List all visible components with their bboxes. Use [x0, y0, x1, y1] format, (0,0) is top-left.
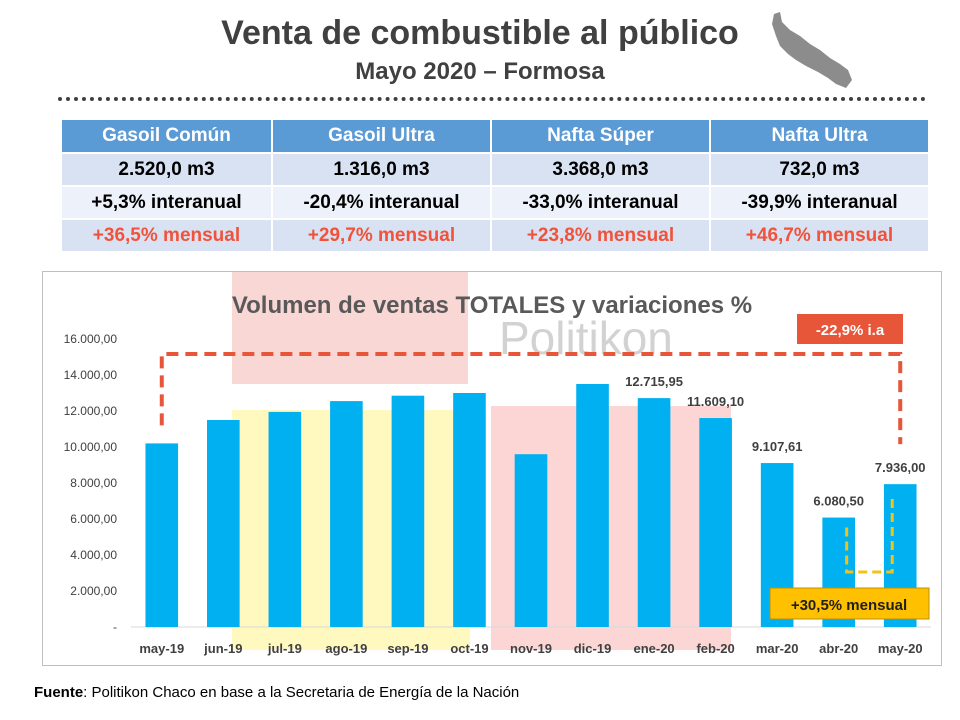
table-cell: 732,0 m3 — [710, 154, 928, 185]
source-note: Fuente: Politikon Chaco en base a la Sec… — [34, 684, 519, 701]
table-cell: 2.520,0 m3 — [62, 154, 271, 185]
mensual-bracket — [845, 494, 894, 574]
sales-chart: Politikon Volumen de ventas TOTALES y var… — [42, 271, 942, 666]
x-tick-label: nov-19 — [510, 641, 552, 656]
fuel-summary-table: Gasoil Común Gasoil Ultra Nafta Súper Na… — [60, 118, 930, 253]
watermark-text: Politikon — [499, 312, 673, 364]
y-tick-label: - — [113, 620, 117, 634]
source-label: Fuente — [34, 684, 84, 701]
bar-oct-19 — [453, 393, 486, 627]
y-tick-label: 12.000,00 — [64, 404, 118, 418]
x-tick-label: may-19 — [139, 641, 184, 656]
y-tick-label: 16.000,00 — [64, 332, 118, 346]
bar-dic-19 — [576, 384, 609, 627]
table-header-row: Gasoil Común Gasoil Ultra Nafta Súper Na… — [62, 120, 928, 152]
bar-ago-19 — [330, 401, 363, 627]
x-tick-label: jul-19 — [267, 641, 302, 656]
interanual-bracket — [159, 352, 903, 445]
formosa-map-icon — [772, 12, 852, 88]
header-gasoil-comun: Gasoil Común — [62, 120, 271, 152]
dotted-separator — [58, 97, 926, 101]
mensual-badge-text: +30,5% mensual — [791, 597, 907, 614]
header-nafta-super: Nafta Súper — [491, 120, 709, 152]
x-tick-label: ene-20 — [633, 641, 674, 656]
page-title: Venta de combustible al público — [221, 14, 739, 52]
x-tick-label: dic-19 — [574, 641, 612, 656]
highlight-band-top — [232, 272, 468, 384]
x-tick-label: jun-19 — [203, 641, 242, 656]
interanual-badge — [797, 314, 903, 344]
bar-jul-19 — [268, 411, 302, 627]
bar-feb-20 — [699, 418, 732, 627]
y-tick-label: 6.000,00 — [70, 512, 117, 526]
mensual-row: +36,5% mensual +29,7% mensual +23,8% men… — [62, 220, 928, 251]
table-cell: +5,3% interanual — [62, 187, 271, 218]
bar-may-19 — [145, 443, 179, 627]
x-tick-label: oct-19 — [450, 641, 488, 656]
bar-jun-19 — [207, 420, 240, 627]
x-tick-label: mar-20 — [756, 641, 799, 656]
table-cell: +46,7% mensual — [710, 220, 928, 251]
bar-sep-19 — [391, 395, 425, 627]
header-gasoil-ultra: Gasoil Ultra — [272, 120, 490, 152]
y-tick-label: 8.000,00 — [70, 476, 117, 490]
volume-row: 2.520,0 m3 1.316,0 m3 3.368,0 m3 732,0 m… — [62, 154, 928, 185]
table-cell: -20,4% interanual — [272, 187, 490, 218]
table-cell: +29,7% mensual — [272, 220, 490, 251]
table-cell: -39,9% interanual — [710, 187, 928, 218]
table-cell: 3.368,0 m3 — [491, 154, 709, 185]
data-label: 9.107,61 — [752, 439, 803, 454]
y-tick-label: 4.000,00 — [70, 548, 117, 562]
interanual-badge-text: -22,9% i.a — [816, 322, 885, 339]
source-text: : Politikon Chaco en base a la Secretari… — [83, 684, 520, 701]
y-tick-label: 10.000,00 — [64, 440, 118, 454]
y-tick-label: 14.000,00 — [64, 368, 118, 382]
x-tick-label: abr-20 — [819, 641, 858, 656]
bar-ene-20 — [637, 398, 671, 627]
table-cell: +23,8% mensual — [491, 220, 709, 251]
data-label: 12.715,95 — [625, 374, 683, 389]
chart-title: Volumen de ventas TOTALES y variaciones … — [232, 292, 752, 319]
data-label: 11.609,10 — [687, 394, 744, 409]
table-cell: -33,0% interanual — [491, 187, 709, 218]
table-cell: 1.316,0 m3 — [272, 154, 490, 185]
data-label: 7.936,00 — [875, 460, 926, 475]
page-subtitle: Mayo 2020 – Formosa — [355, 58, 605, 85]
x-tick-label: may-20 — [878, 641, 923, 656]
interanual-row: +5,3% interanual -20,4% interanual -33,0… — [62, 187, 928, 218]
table-cell: +36,5% mensual — [62, 220, 271, 251]
bar-nov-19 — [514, 454, 548, 627]
mensual-badge — [769, 587, 930, 620]
x-tick-label: ago-19 — [325, 641, 367, 656]
header-nafta-ultra: Nafta Ultra — [710, 120, 928, 152]
y-tick-label: 2.000,00 — [70, 584, 117, 598]
x-tick-label: feb-20 — [696, 641, 734, 656]
data-label: 6.080,50 — [813, 494, 864, 509]
x-tick-label: sep-19 — [387, 641, 428, 656]
